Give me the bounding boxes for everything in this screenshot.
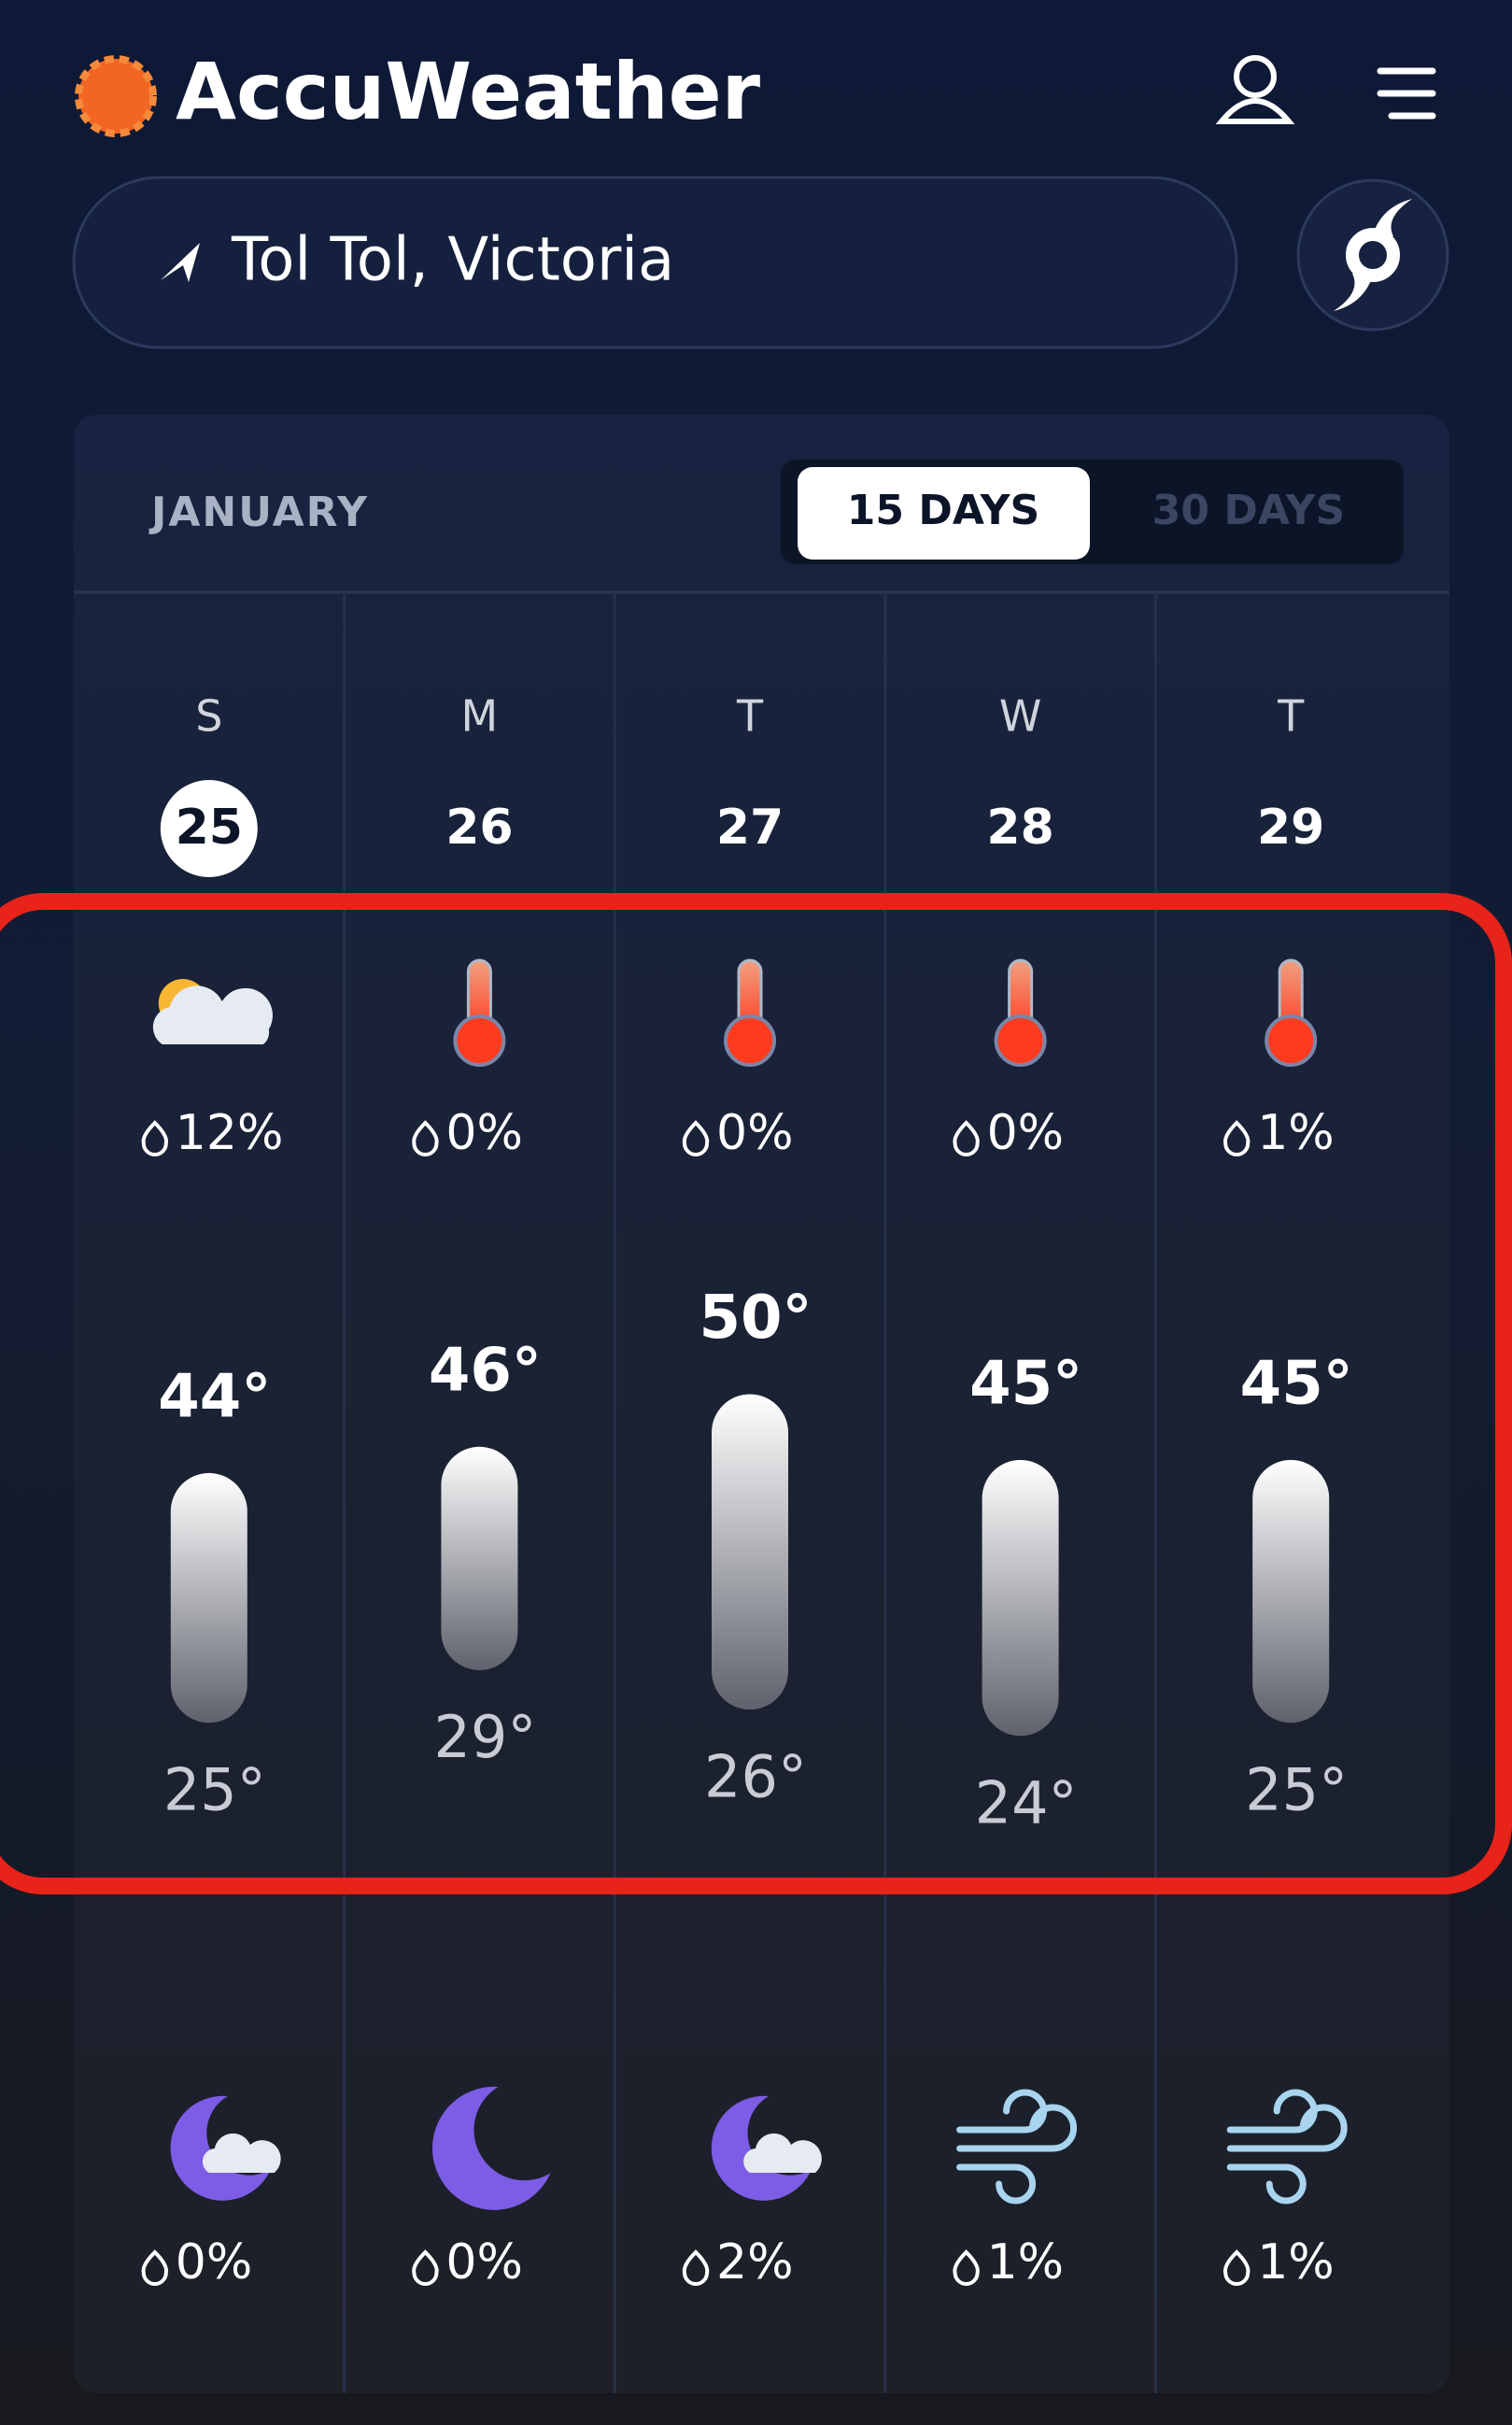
icon-part	[152, 986, 273, 1044]
drop-icon	[682, 1120, 710, 1156]
tab-30-days[interactable]: 30 DAYS	[1152, 487, 1345, 534]
sun-cloud-icon	[152, 979, 273, 1044]
drop-icon	[141, 2249, 169, 2286]
drop-icon	[141, 1120, 169, 1156]
night-precip: 2%	[716, 2234, 794, 2290]
high-temp: 44°	[158, 1362, 271, 1431]
drop-icon	[412, 2249, 439, 2286]
temp-bar	[982, 1459, 1059, 1737]
month: JANUARY	[148, 489, 369, 536]
temp-bar	[712, 1394, 788, 1710]
wind-icon	[1226, 2089, 1348, 2205]
today-marker	[160, 780, 258, 877]
date: 28	[986, 800, 1053, 856]
date: 27	[716, 800, 784, 856]
day-precip: 0%	[716, 1105, 794, 1161]
high-temp: 45°	[1240, 1349, 1353, 1418]
low-temp: 24°	[975, 1768, 1078, 1836]
therm-icon	[724, 958, 776, 1067]
menu-icon[interactable]	[1377, 67, 1436, 120]
icon-part	[1226, 2104, 1348, 2152]
date: 29	[1257, 800, 1324, 856]
day-precip: 1%	[1257, 1105, 1335, 1161]
icon-part	[956, 2163, 1037, 2205]
low-temp: 26°	[704, 1742, 807, 1810]
temp-bar	[1252, 1459, 1330, 1723]
brand: AccuWeather	[176, 46, 761, 137]
drop-icon	[953, 2249, 980, 2286]
therm-icon	[453, 958, 506, 1067]
night-precip: 1%	[1257, 2234, 1335, 2290]
icon-part	[1265, 1014, 1318, 1067]
day-precip: 0%	[445, 1105, 523, 1161]
icon-part	[202, 2133, 281, 2173]
weekday: W	[999, 691, 1041, 742]
drop-icon	[682, 2249, 710, 2286]
drop-icon	[412, 1120, 439, 1156]
temp-bar	[170, 1472, 247, 1723]
low-temp: 29°	[433, 1703, 536, 1771]
night-precip: 0%	[445, 2234, 523, 2290]
icon-part	[743, 2133, 822, 2173]
moon-icon	[431, 2086, 551, 2210]
highlight-box	[0, 893, 1512, 1894]
high-temp: 46°	[429, 1336, 542, 1405]
temp-bar	[441, 1446, 518, 1670]
moon-cloud-icon	[711, 2095, 822, 2201]
icon-part	[956, 2104, 1078, 2152]
icon-part	[170, 2095, 271, 2201]
icon-part	[711, 2095, 812, 2201]
wind-icon	[956, 2089, 1078, 2205]
day-precip: 12%	[176, 1105, 284, 1161]
weekday: S	[195, 691, 222, 742]
date: 25	[176, 800, 243, 856]
account-icon[interactable]	[1215, 55, 1295, 124]
tab-15-days[interactable]: 15 DAYS	[847, 487, 1039, 534]
location-search[interactable]	[72, 176, 1238, 349]
high-temp: 45°	[969, 1349, 1082, 1418]
day-precip: 0%	[987, 1105, 1065, 1161]
night-precip: 0%	[176, 2234, 252, 2290]
night-precip: 1%	[987, 2234, 1065, 2290]
weekday: M	[461, 691, 499, 742]
icon-part	[724, 1014, 776, 1067]
icon-part	[1226, 2163, 1307, 2205]
therm-icon	[1265, 958, 1318, 1067]
drop-icon	[1222, 2249, 1251, 2286]
icon-part	[431, 2086, 551, 2210]
low-temp: 25°	[163, 1755, 266, 1823]
hurricane-button[interactable]	[1296, 178, 1449, 332]
low-temp: 25°	[1245, 1755, 1348, 1823]
logo-sun	[75, 55, 157, 137]
high-temp: 50°	[699, 1283, 812, 1353]
date: 26	[445, 800, 513, 856]
location: Tol Tol, Victoria	[231, 226, 674, 295]
location-arrow	[161, 243, 200, 282]
icon-part	[453, 1014, 506, 1067]
weekday: T	[1277, 691, 1305, 742]
therm-icon	[994, 958, 1047, 1067]
weekday: T	[736, 691, 764, 742]
drop-icon	[953, 1120, 980, 1156]
moon-cloud-icon	[170, 2095, 281, 2201]
icon-part	[994, 1014, 1047, 1067]
tab-active[interactable]	[798, 467, 1090, 560]
drop-icon	[1222, 1120, 1251, 1156]
